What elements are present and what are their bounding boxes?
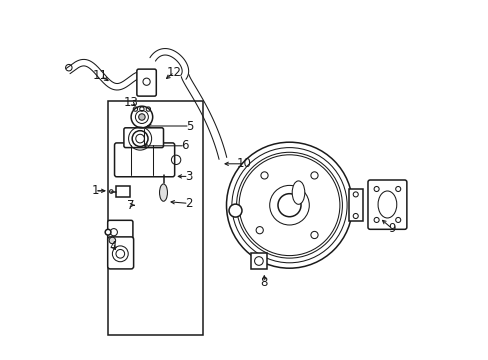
Circle shape xyxy=(105,229,111,235)
FancyBboxPatch shape xyxy=(107,237,133,269)
Text: 8: 8 xyxy=(260,276,267,289)
Bar xyxy=(107,101,203,335)
Text: 6: 6 xyxy=(181,139,188,152)
Ellipse shape xyxy=(239,155,339,256)
Circle shape xyxy=(109,237,115,244)
Text: 4: 4 xyxy=(109,240,117,253)
Text: 9: 9 xyxy=(387,222,395,235)
Ellipse shape xyxy=(292,181,304,204)
Bar xyxy=(348,189,362,221)
FancyBboxPatch shape xyxy=(114,143,174,177)
FancyBboxPatch shape xyxy=(123,128,163,148)
Text: 3: 3 xyxy=(184,170,192,183)
FancyBboxPatch shape xyxy=(137,69,156,96)
Ellipse shape xyxy=(377,191,396,218)
Bar xyxy=(115,186,130,197)
Circle shape xyxy=(228,204,242,217)
FancyBboxPatch shape xyxy=(107,220,133,241)
FancyBboxPatch shape xyxy=(367,180,406,229)
Circle shape xyxy=(135,111,148,123)
Text: 12: 12 xyxy=(166,66,182,78)
Text: 13: 13 xyxy=(123,96,138,109)
Text: 11: 11 xyxy=(93,69,108,82)
Text: 10: 10 xyxy=(237,157,251,170)
Text: 1: 1 xyxy=(91,184,99,197)
Text: 5: 5 xyxy=(186,120,193,132)
Circle shape xyxy=(139,114,145,120)
Text: 7: 7 xyxy=(127,199,135,212)
Ellipse shape xyxy=(159,184,167,201)
Circle shape xyxy=(131,106,152,128)
Text: 2: 2 xyxy=(184,197,192,210)
Bar xyxy=(250,253,266,269)
